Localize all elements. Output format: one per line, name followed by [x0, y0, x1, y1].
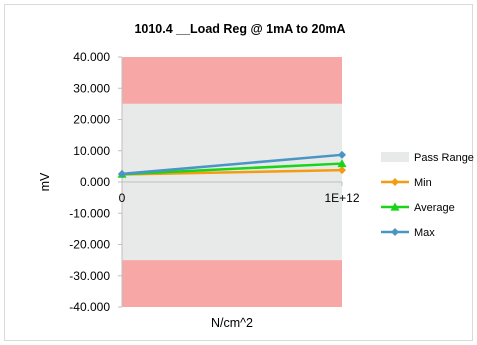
y-tick-label: 30.000: [73, 81, 110, 95]
data-point-min: [338, 166, 346, 175]
legend-item-average: Average: [381, 202, 455, 214]
y-tick-label: -10.000: [69, 206, 110, 220]
legend: Pass Range Min Average Max: [381, 152, 474, 239]
chart-title: 1010.4 __Load Reg @ 1mA to 20mA: [134, 22, 345, 36]
band-fail-low: [122, 260, 342, 307]
legend-item-min: Min: [381, 177, 432, 189]
y-tick-label: 0.000: [80, 175, 110, 189]
axes-layer: 40.000 30.000 20.000 10.000 0.000 -10.000 -20.…: [69, 50, 360, 314]
band-fail-high: [122, 57, 342, 104]
legend-marker: [391, 228, 399, 236]
y-tick-label: -20.000: [69, 238, 110, 252]
data-point-max: [118, 169, 126, 178]
y-tick-label: 20.000: [73, 113, 110, 127]
legend-marker: [390, 202, 400, 211]
legend-swatch: [381, 152, 409, 162]
x-tick-label: 0: [119, 191, 126, 205]
legend-label: Pass Range: [414, 152, 474, 164]
series-layer: [117, 150, 347, 179]
series-line-max: [121, 153, 343, 176]
legend-label: Max: [414, 227, 435, 239]
legend-item-max: Max: [381, 227, 435, 239]
x-tick-label: 1E+12: [324, 191, 359, 205]
x-axis-title: N/cm^2: [211, 316, 253, 330]
series-line-min: [121, 168, 343, 176]
series-line-average: [121, 162, 343, 176]
y-tick-label: 40.000: [73, 50, 110, 64]
legend-marker: [391, 178, 399, 186]
data-point-max: [338, 150, 346, 159]
data-point-average: [337, 159, 347, 168]
legend-item-pass-range: Pass Range: [381, 152, 474, 164]
legend-label: Min: [414, 177, 432, 189]
y-axis-title: mV: [38, 172, 52, 191]
y-tick-label: -30.000: [69, 269, 110, 283]
y-tick-label: 10.000: [73, 144, 110, 158]
y-tick-label: -40.000: [69, 300, 110, 314]
legend-label: Average: [414, 202, 455, 214]
